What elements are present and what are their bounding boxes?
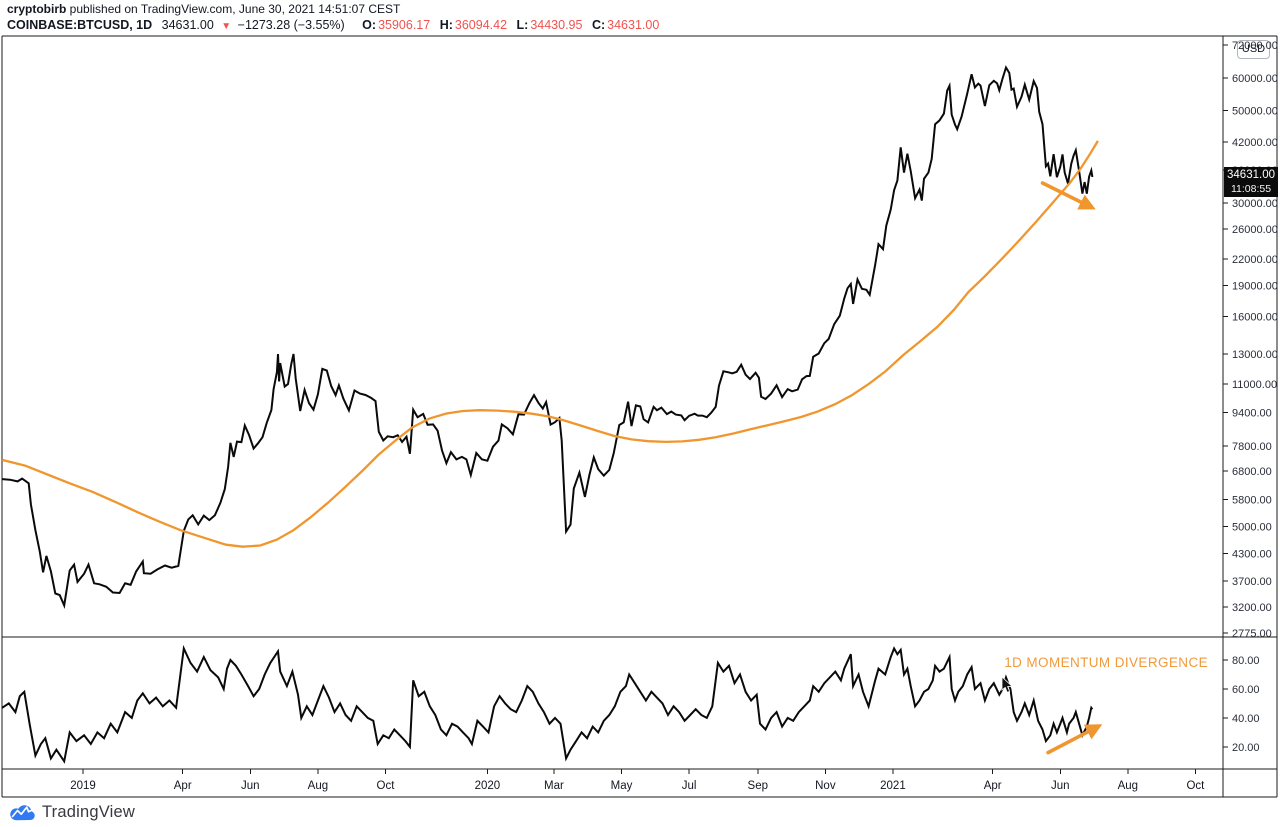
symbol-name: COINBASE:BTCUSD, 1D <box>7 18 153 32</box>
svg-text:2020: 2020 <box>475 780 501 792</box>
price-down-arrow-drawing[interactable] <box>1040 181 1096 210</box>
low-value: 34430.95 <box>530 18 583 32</box>
svg-text:60000.00: 60000.00 <box>1232 73 1278 85</box>
svg-text:60.00: 60.00 <box>1232 684 1260 696</box>
ma-line <box>1 140 1099 548</box>
momentum-scale[interactable]: 80.00 60.00 40.00 20.00 <box>1223 655 1260 754</box>
svg-text:22000.00: 22000.00 <box>1232 254 1278 266</box>
svg-text:50000.00: 50000.00 <box>1232 106 1278 118</box>
svg-text:40.00: 40.00 <box>1232 713 1260 725</box>
svg-text:11000.00: 11000.00 <box>1232 379 1277 391</box>
svg-text:Jun: Jun <box>241 780 260 792</box>
momentum-up-arrow-drawing[interactable] <box>1046 724 1103 755</box>
svg-text:Sep: Sep <box>748 780 768 792</box>
svg-text:Aug: Aug <box>1118 780 1138 792</box>
close-value: 34631.00 <box>607 18 660 32</box>
open-label: O: <box>362 18 377 32</box>
last-price: 34631.00 <box>161 18 214 32</box>
svg-text:5800.00: 5800.00 <box>1232 495 1272 507</box>
svg-text:3700.00: 3700.00 <box>1232 576 1272 588</box>
svg-text:5000.00: 5000.00 <box>1232 522 1272 534</box>
chart-frame <box>1 35 1278 798</box>
low-label: L: <box>516 18 529 32</box>
down-triangle-icon: ▼ <box>221 21 232 32</box>
symbol-status-line: COINBASE:BTCUSD, 1D 34631.00 ▼ −1273.28 … <box>7 18 1107 34</box>
svg-text:72000.00: 72000.00 <box>1232 40 1278 52</box>
svg-text:30000.00: 30000.00 <box>1232 198 1278 210</box>
bar-countdown: 11:08:55 <box>1230 183 1272 195</box>
svg-text:2019: 2019 <box>70 780 96 792</box>
svg-text:26000.00: 26000.00 <box>1232 224 1278 236</box>
svg-text:Aug: Aug <box>308 780 328 792</box>
close-label: C: <box>591 18 606 32</box>
price-line <box>2 65 1094 609</box>
price-scale[interactable]: 72000.0060000.0050000.0042000.0036000.00… <box>1223 40 1278 640</box>
author-name: cryptobirb <box>7 2 67 16</box>
open-value: 35906.17 <box>378 18 431 32</box>
svg-text:6800.00: 6800.00 <box>1232 466 1272 478</box>
svg-text:42000.00: 42000.00 <box>1232 137 1278 149</box>
svg-text:19000.00: 19000.00 <box>1232 280 1278 292</box>
price-change: −1273.28 (−3.55%) <box>237 18 345 32</box>
svg-text:Nov: Nov <box>815 780 836 792</box>
svg-text:80.00: 80.00 <box>1232 655 1260 667</box>
svg-text:13000.00: 13000.00 <box>1232 349 1278 361</box>
byline: cryptobirb published on TradingView.com,… <box>7 2 1107 17</box>
svg-text:Oct: Oct <box>1186 780 1205 792</box>
chart-header: cryptobirb published on TradingView.com,… <box>7 2 1107 34</box>
tradingview-logo[interactable]: TradingView <box>10 803 135 822</box>
momentum-divergence-label[interactable]: 1D MOMENTUM DIVERGENCE <box>1004 655 1208 670</box>
byline-text: published on TradingView.com, June 30, 2… <box>66 2 401 16</box>
svg-text:Oct: Oct <box>377 780 396 792</box>
svg-text:16000.00: 16000.00 <box>1232 311 1278 323</box>
high-label: H: <box>439 18 453 32</box>
svg-text:9400.00: 9400.00 <box>1232 408 1272 420</box>
svg-text:7800.00: 7800.00 <box>1232 441 1272 453</box>
momentum-line <box>1 644 1094 764</box>
tradingview-logo-icon <box>10 805 35 821</box>
svg-text:2775.00: 2775.00 <box>1232 628 1272 640</box>
svg-text:4300.00: 4300.00 <box>1232 549 1272 561</box>
svg-text:3200.00: 3200.00 <box>1232 602 1272 614</box>
svg-text:Mar: Mar <box>544 780 564 792</box>
last-price-tag-value: 34631.00 <box>1227 169 1275 181</box>
svg-text:Jul: Jul <box>682 780 697 792</box>
svg-text:Apr: Apr <box>984 780 1002 792</box>
time-scale[interactable]: 2019 Apr Jun Aug Oct 2020 Mar May Jul Sep Nov 2021 A… <box>70 769 1205 792</box>
svg-text:20.00: 20.00 <box>1232 742 1260 754</box>
high-value: 36094.42 <box>454 18 508 32</box>
svg-text:Jun: Jun <box>1051 780 1070 792</box>
cursor-icon <box>1001 677 1013 693</box>
usd-currency-button[interactable]: USD <box>1237 40 1270 59</box>
svg-text:Apr: Apr <box>174 780 192 792</box>
tradingview-logo-text: TradingView <box>42 803 135 821</box>
svg-text:2021: 2021 <box>880 780 906 792</box>
last-price-tag: 34631.00 11:08:55 <box>1224 167 1278 197</box>
svg-text:May: May <box>611 780 633 792</box>
